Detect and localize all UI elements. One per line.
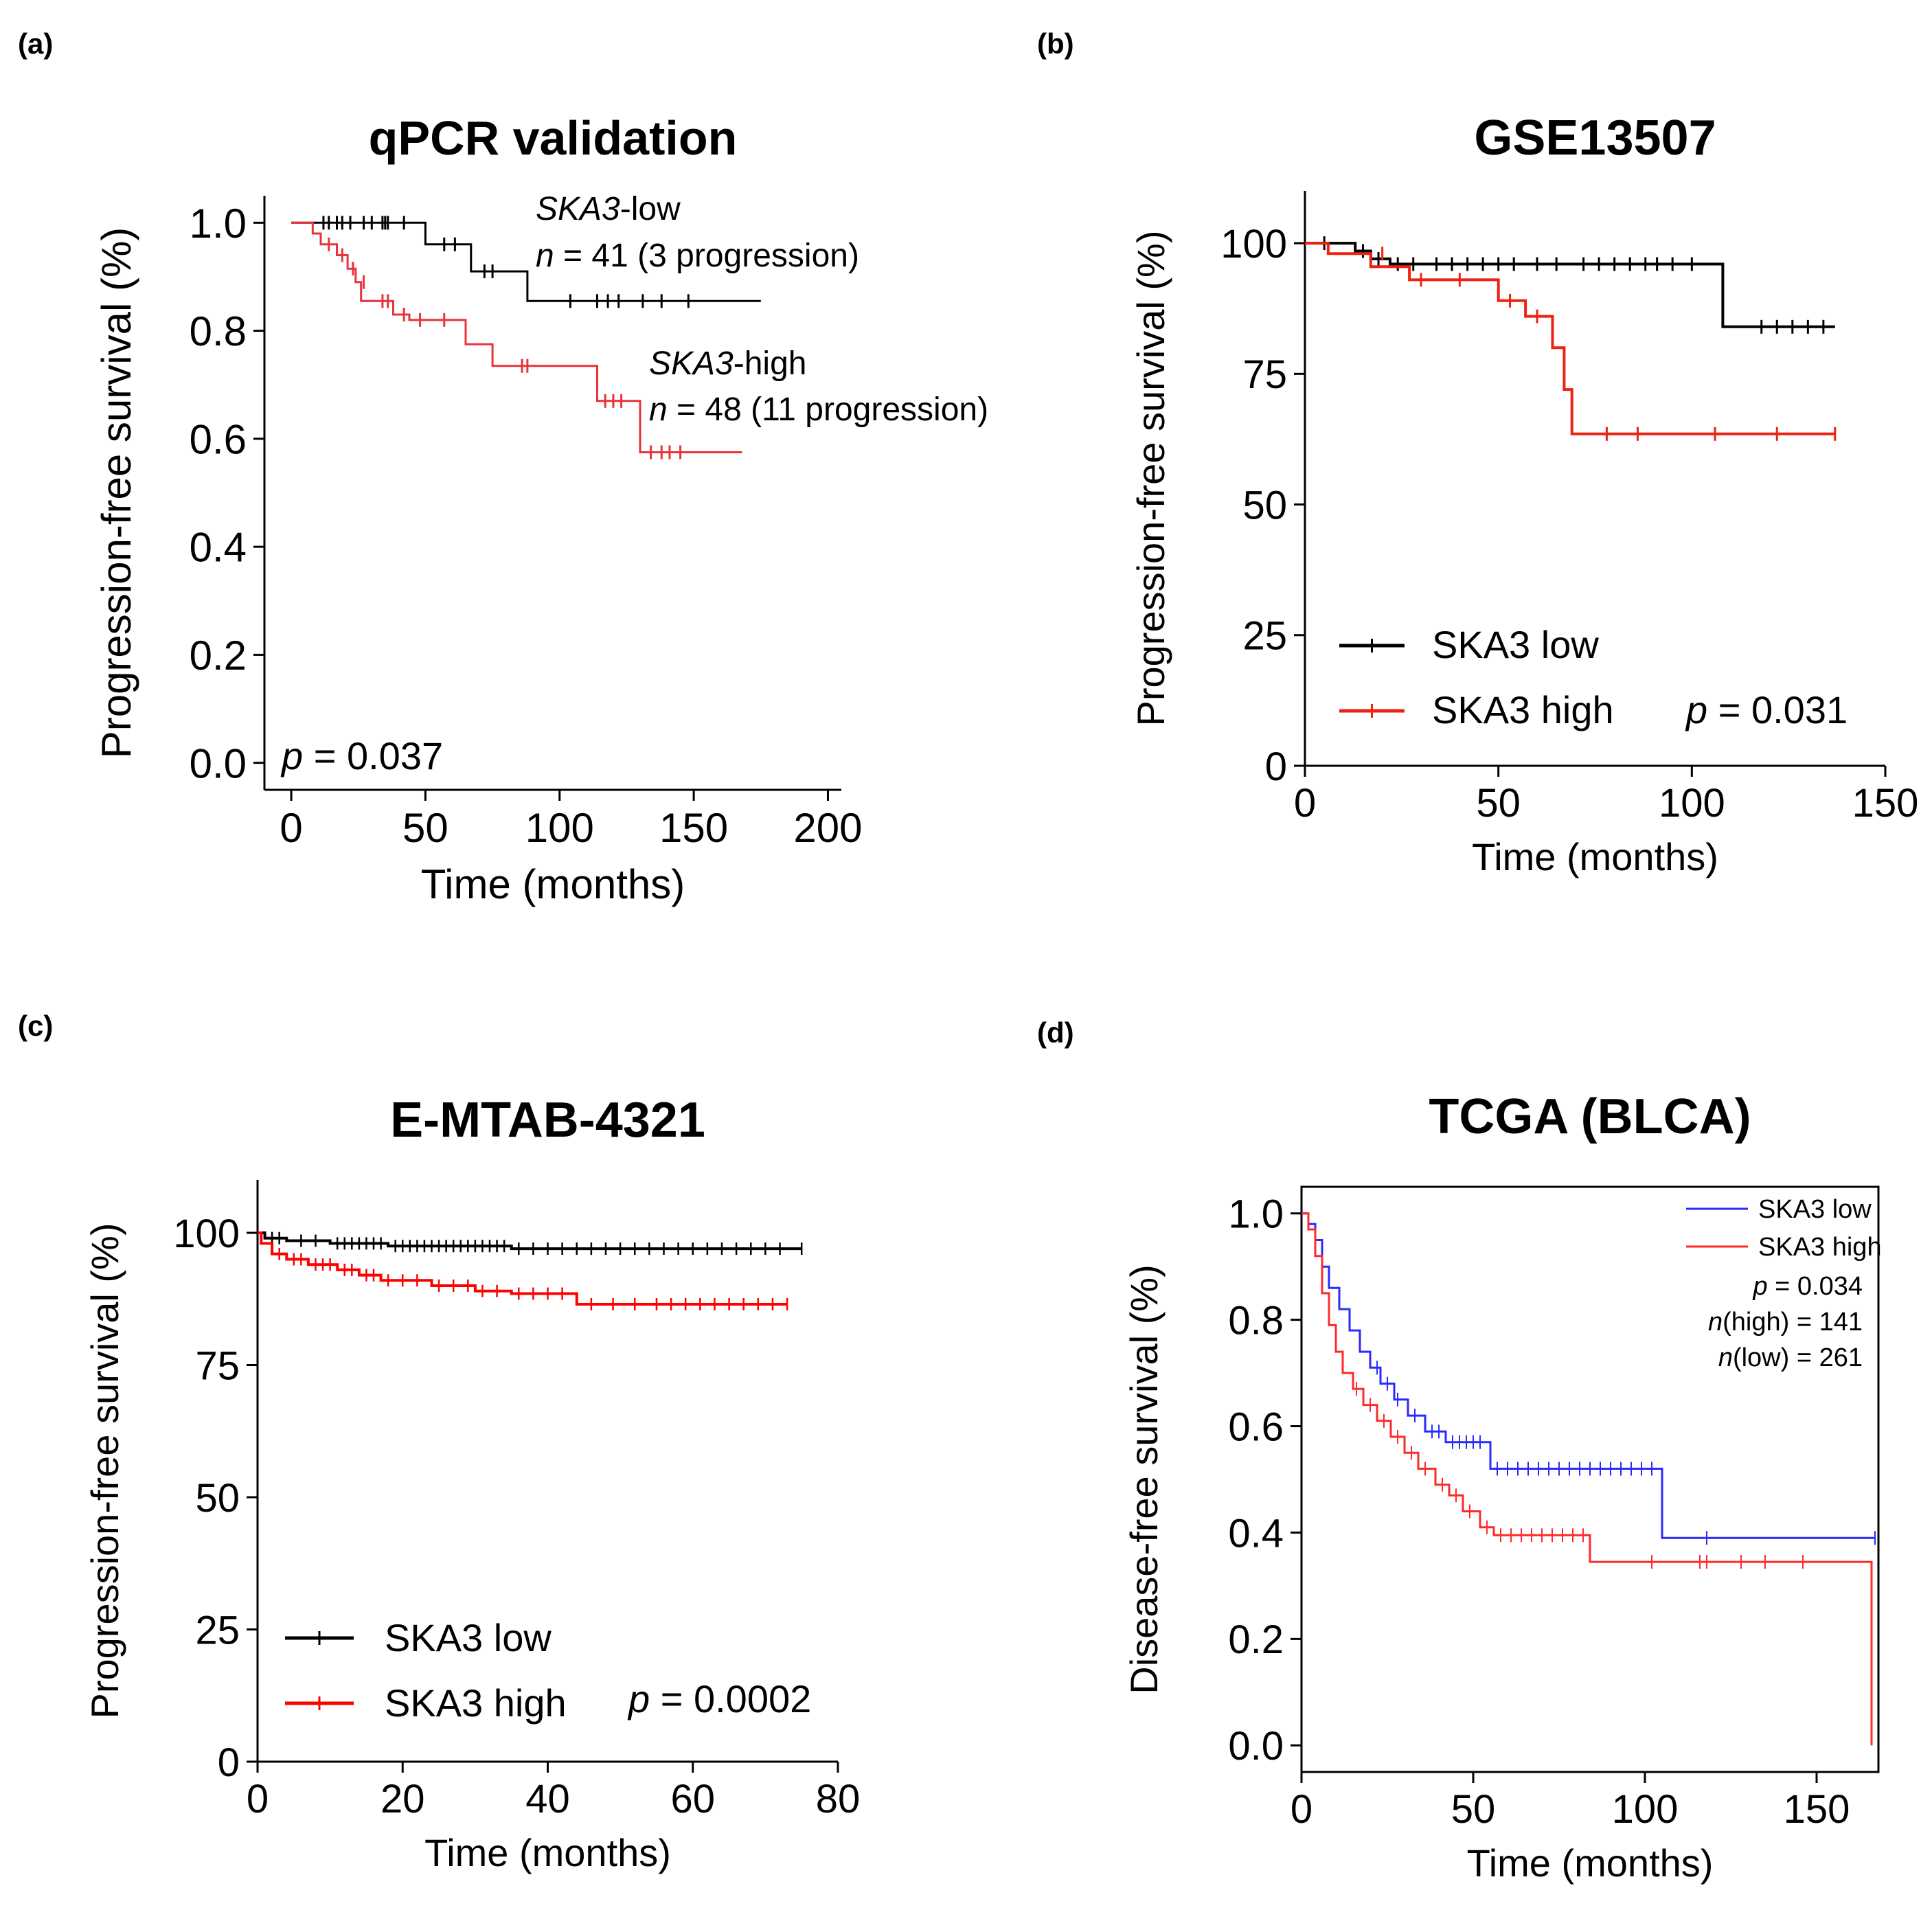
annotation-low-label: SKA3-low [536,191,681,227]
km-curve [258,1231,788,1306]
panel-c: E-MTAB-4321 0 20 40 60 80 0 25 50 75 100 Time (mont… [69,1085,893,1909]
panel-label-b: (b) [1037,27,1074,60]
p-value: p = 0.0002 [627,1677,811,1720]
x-tick-label: 100 [525,805,594,851]
y-tick-label: 50 [195,1476,240,1521]
x-tick-label: 150 [1852,781,1919,826]
annotation-high-count: n = 48 (11 progression) [649,391,988,428]
km-chart-tcga-blca: TCGA (BLCA) 0 50 100 150 0.0 0.2 0.4 0.6 0.8 1.0 Ti… [1122,1089,1882,1885]
y-tick-label: 25 [1242,614,1287,659]
legend-label-high: SKA3 high [385,1681,567,1725]
x-tick-label: 100 [1612,1787,1679,1832]
km-chart-qpcr: qPCR validation 0 50 100 150 200 0.0 0.2 0.4 0.6 0… [93,111,988,907]
panel-label-c: (c) [18,1010,54,1042]
km-curve [291,221,742,453]
x-axis-label: Time (months) [421,861,685,907]
chart-title: TCGA (BLCA) [1429,1089,1751,1144]
y-tick-label: 100 [173,1212,240,1256]
km-chart-gse13507: GSE13507 0 50 100 150 0 25 50 75 100 Time (months)… [1129,111,1919,878]
y-tick-label: 0.2 [1228,1617,1284,1662]
y-tick-label: 1.0 [190,201,247,247]
chart-title: qPCR validation [369,111,738,165]
y-axis-label: Progression-free survival (%) [93,227,139,759]
km-curve [1305,242,1835,435]
y-tick-label: 0.0 [190,740,247,786]
x-tick-label: 0 [247,1777,269,1821]
y-axis-label: Progression-free survival (%) [83,1223,126,1719]
y-tick-label: 100 [1220,222,1287,266]
panel-d: TCGA (BLCA) 0 50 100 150 0.0 0.2 0.4 0.6 0.8 1.0 Ti… [1099,1085,1923,1909]
annotation-low-count: n = 41 (3 progression) [536,238,859,274]
panel-b: GSE13507 0 50 100 150 0 25 50 75 100 Time (months)… [1099,103,1923,927]
chart-title: GSE13507 [1474,111,1716,166]
legend-label-low: SKA3 low [385,1616,552,1659]
y-tick-label: 0.6 [190,416,247,462]
y-tick-label: 0.4 [190,525,247,571]
x-tick-label: 50 [1476,781,1521,826]
n-high: n(high) = 141 [1708,1308,1863,1337]
km-curve [291,221,761,302]
y-tick-label: 0.2 [190,633,247,679]
km-curve [1305,242,1835,328]
legend-label-low: SKA3 low [1432,623,1599,666]
y-tick-label: 0.8 [1228,1299,1284,1343]
x-axis-label: Time (months) [1472,835,1718,878]
legend-label-low: SKA3 low [1758,1195,1872,1224]
x-tick-label: 60 [670,1777,715,1821]
y-tick-label: 0 [1265,744,1287,789]
y-tick-label: 0 [218,1740,240,1785]
y-axis-label: Disease-free survival (%) [1122,1264,1166,1694]
x-tick-label: 50 [402,805,448,851]
plot-frame [1300,1185,1880,1773]
x-tick-label: 200 [793,805,862,851]
km-chart-emtab4321: E-MTAB-4321 0 20 40 60 80 0 25 50 75 100 Time (mont… [83,1093,861,1874]
panel-label-a: (a) [18,27,54,60]
p-value: p = 0.031 [1685,688,1848,731]
km-curve [1302,1212,1873,1746]
x-tick-label: 0 [280,805,302,851]
y-tick-label: 50 [1242,483,1287,527]
y-tick-label: 25 [195,1608,240,1652]
y-tick-label: 1.0 [1228,1192,1284,1237]
x-tick-label: 40 [525,1777,570,1821]
x-tick-label: 100 [1659,781,1725,826]
km-curve [258,1231,802,1251]
legend-label-high: SKA3 high [1758,1233,1882,1262]
n-low: n(low) = 261 [1718,1343,1863,1372]
legend-label-high: SKA3 high [1432,688,1614,731]
y-axis-label: Progression-free survival (%) [1129,231,1172,727]
y-tick-label: 0.8 [190,308,247,354]
x-tick-label: 50 [1451,1787,1496,1832]
x-tick-label: 150 [1784,1787,1850,1832]
x-axis-label: Time (months) [1467,1841,1714,1885]
panel-label-d: (d) [1037,1016,1074,1049]
x-tick-label: 0 [1294,781,1316,826]
annotation-high-label: SKA3-high [649,345,806,382]
x-tick-label: 150 [659,805,728,851]
x-tick-label: 0 [1291,1787,1312,1832]
panel-a: qPCR validation 0 50 100 150 200 0.0 0.2 0.4 0.6 0… [69,103,1044,948]
y-tick-label: 75 [1242,352,1287,397]
y-tick-label: 0.6 [1228,1405,1284,1449]
p-value: p = 0.034 [1752,1272,1863,1301]
p-value: p = 0.037 [280,734,443,777]
y-tick-label: 75 [195,1343,240,1388]
chart-title: E-MTAB-4321 [390,1093,705,1148]
y-tick-label: 0.0 [1228,1724,1284,1769]
y-tick-label: 0.4 [1228,1511,1284,1556]
x-tick-label: 20 [380,1777,425,1821]
x-axis-label: Time (months) [424,1831,671,1874]
km-curve [1302,1212,1875,1539]
x-tick-label: 80 [816,1777,861,1821]
